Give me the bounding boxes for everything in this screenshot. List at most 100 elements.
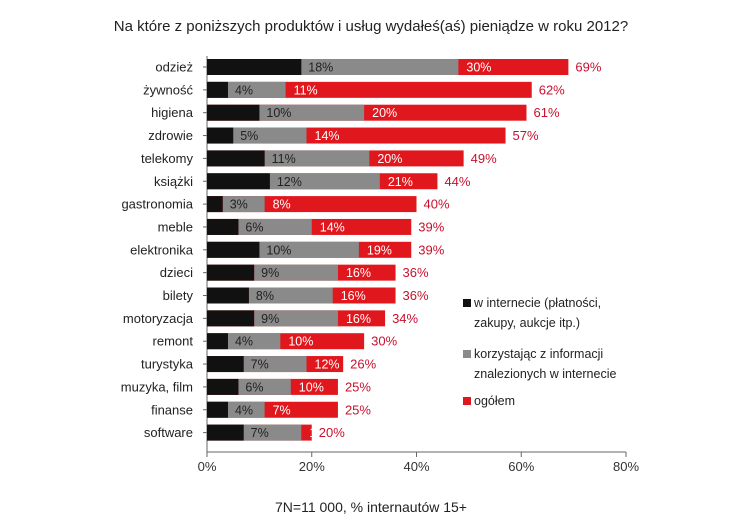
- bar-internet: [207, 378, 239, 395]
- data-label-internet: 3%: [230, 198, 248, 212]
- legend-label: ogółem: [474, 394, 515, 408]
- bar-info: [227, 333, 281, 350]
- bar-info: [243, 424, 302, 441]
- legend-label: w internecie (płatności,: [473, 296, 601, 310]
- data-label-internet: 4%: [235, 335, 253, 349]
- data-label-internet: 11%: [272, 152, 296, 166]
- bar-internet: [207, 241, 260, 258]
- data-label-internet: 10%: [266, 243, 291, 257]
- bar-info: [269, 173, 380, 190]
- x-tick-label: 20%: [299, 459, 325, 474]
- category-label: elektronika: [130, 242, 194, 257]
- bar-internet: [207, 150, 265, 167]
- category-label: motoryzacja: [123, 311, 194, 326]
- bar-internet: [207, 310, 255, 327]
- data-label-info: 8%: [273, 198, 291, 212]
- bar-info: [243, 356, 307, 373]
- category-label: turystyka: [141, 357, 194, 372]
- data-label-info: 16%: [341, 289, 366, 303]
- data-label-internet: 6%: [245, 220, 263, 234]
- data-label-internet: 5%: [240, 129, 258, 143]
- data-label-internet: 12%: [277, 175, 302, 189]
- bar-internet: [207, 218, 239, 235]
- data-label-internet: 4%: [235, 403, 253, 417]
- category-label: meble: [158, 219, 193, 234]
- category-label: żywność: [143, 82, 193, 97]
- data-label-total: 25%: [345, 379, 371, 394]
- data-label-info: 20%: [377, 152, 402, 166]
- bar-internet: [207, 196, 223, 213]
- data-label-internet: 9%: [261, 266, 279, 280]
- x-tick-label: 60%: [508, 459, 534, 474]
- data-label-info: 20%: [372, 106, 397, 120]
- data-label-total: 39%: [418, 219, 444, 234]
- category-label: gastronomia: [121, 197, 193, 212]
- chart-title: Na które z poniższych produktów i usług …: [113, 18, 629, 35]
- data-label-total: 36%: [403, 288, 429, 303]
- bar-info: [227, 401, 265, 418]
- data-label-total: 34%: [392, 311, 418, 326]
- data-label-internet: 9%: [261, 312, 279, 326]
- x-tick-label: 80%: [613, 459, 639, 474]
- data-label-total: 30%: [371, 334, 397, 349]
- data-label-total: 25%: [345, 402, 371, 417]
- chart-footnote: 7N=11 000, % internautów 15+: [275, 499, 467, 515]
- x-tick-label: 40%: [403, 459, 429, 474]
- bar-internet: [207, 424, 244, 441]
- data-label-info: 10%: [288, 335, 313, 349]
- bar-info: [222, 196, 265, 213]
- legend-label: korzystając z informacji: [474, 347, 603, 361]
- bar-internet: [207, 356, 244, 373]
- data-label-total: 26%: [350, 357, 376, 372]
- category-label: higiena: [151, 105, 194, 120]
- data-label-info: 21%: [388, 175, 413, 189]
- data-label-info: 10%: [299, 380, 324, 394]
- data-label-info: 16%: [346, 312, 371, 326]
- bar-internet: [207, 81, 228, 98]
- data-label-internet: 7%: [251, 358, 269, 372]
- data-label-internet: 4%: [235, 83, 253, 97]
- category-label: zdrowie: [148, 128, 193, 143]
- data-label-info: 14%: [320, 220, 345, 234]
- bar-info: [254, 264, 338, 281]
- data-label-total: 36%: [403, 265, 429, 280]
- data-label-internet: 10%: [266, 106, 291, 120]
- bar-info: [227, 81, 286, 98]
- bar-info: [264, 150, 370, 167]
- data-label-info: 7%: [273, 403, 291, 417]
- category-label: dzieci: [160, 265, 193, 280]
- category-label: telekomy: [141, 151, 194, 166]
- data-label-info: 30%: [466, 61, 491, 75]
- bar-info: [301, 59, 459, 75]
- legend-label: znalezionych w internecie: [474, 367, 616, 381]
- x-tick-label: 0%: [198, 459, 217, 474]
- data-label-internet: 8%: [256, 289, 274, 303]
- data-label-total: 62%: [539, 82, 565, 97]
- bar-internet: [207, 104, 260, 121]
- data-label-total: 61%: [533, 105, 559, 120]
- legend-swatch: [463, 397, 471, 405]
- data-label-total: 40%: [424, 197, 450, 212]
- data-label-info: 19%: [367, 243, 392, 257]
- data-label-total: 57%: [513, 128, 539, 143]
- data-label-total: 49%: [471, 151, 497, 166]
- data-label-internet: 18%: [308, 61, 333, 75]
- legend-label: zakupy, aukcje itp.): [474, 316, 580, 330]
- bar-internet: [207, 173, 270, 190]
- data-label-internet: 7%: [251, 426, 269, 440]
- legend-swatch: [463, 299, 471, 307]
- data-label-info: 11%: [294, 83, 318, 97]
- bar-info: [233, 127, 307, 144]
- bar-internet: [207, 127, 234, 144]
- category-label: odzież: [155, 60, 193, 75]
- bar-internet: [207, 333, 228, 350]
- bar-info: [259, 104, 365, 121]
- bar-info: [248, 287, 333, 304]
- legend-swatch: [463, 350, 471, 358]
- data-label-info: 11%: [309, 426, 333, 440]
- category-label: remont: [153, 334, 194, 349]
- data-label-info: 16%: [346, 266, 371, 280]
- bar-internet: [207, 59, 302, 75]
